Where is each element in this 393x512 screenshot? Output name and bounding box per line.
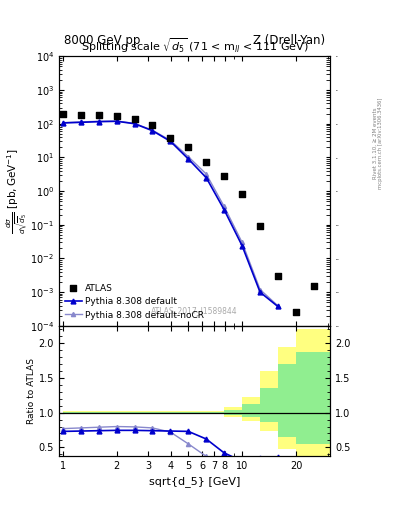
Pythia 8.308 default-noCR <box>61 119 65 125</box>
ATLAS <box>167 134 174 142</box>
Pythia 8.308 default-noCR <box>132 120 137 126</box>
Pythia 8.308 default <box>240 243 244 249</box>
ATLAS <box>275 272 281 280</box>
Pythia 8.308 default <box>222 207 226 213</box>
Y-axis label: $\frac{d\sigma}{d\sqrt{\overline{d}_5}}\ \mathrm{[pb,GeV^{-1}]}$: $\frac{d\sigma}{d\sqrt{\overline{d}_5}}\… <box>4 148 29 234</box>
Pythia 8.308 default <box>114 118 119 124</box>
Pythia 8.308 default-noCR <box>275 303 280 309</box>
Pythia 8.308 default-noCR <box>96 118 101 124</box>
Pythia 8.308 default <box>186 156 191 162</box>
ATLAS <box>60 110 66 118</box>
Pythia 8.308 default <box>275 303 280 309</box>
ATLAS <box>239 190 245 199</box>
Pythia 8.308 default-noCR <box>258 286 263 292</box>
Pythia 8.308 default <box>61 120 65 126</box>
ATLAS <box>114 112 120 120</box>
Text: 8000 GeV pp: 8000 GeV pp <box>64 34 141 47</box>
Text: mcplots.cern.ch [arXiv:1306.3436]: mcplots.cern.ch [arXiv:1306.3436] <box>378 98 383 189</box>
ATLAS <box>203 158 209 166</box>
Line: Pythia 8.308 default: Pythia 8.308 default <box>61 119 280 309</box>
Pythia 8.308 default-noCR <box>114 118 119 124</box>
Legend: ATLAS, Pythia 8.308 default, Pythia 8.308 default-noCR: ATLAS, Pythia 8.308 default, Pythia 8.30… <box>63 282 206 322</box>
ATLAS <box>95 111 102 119</box>
Y-axis label: Ratio to ATLAS: Ratio to ATLAS <box>27 358 36 424</box>
Pythia 8.308 default-noCR <box>204 171 209 177</box>
X-axis label: sqrt{d_5} [GeV]: sqrt{d_5} [GeV] <box>149 476 240 487</box>
Pythia 8.308 default <box>79 119 83 125</box>
Pythia 8.308 default-noCR <box>150 127 155 133</box>
Pythia 8.308 default <box>204 175 209 181</box>
Pythia 8.308 default <box>132 121 137 127</box>
Text: ATLAS_2017_I1589844: ATLAS_2017_I1589844 <box>151 306 238 315</box>
ATLAS <box>149 121 156 129</box>
ATLAS <box>257 222 263 230</box>
ATLAS <box>310 282 317 290</box>
Pythia 8.308 default-noCR <box>222 203 226 209</box>
Pythia 8.308 default-noCR <box>168 137 173 143</box>
Pythia 8.308 default <box>150 127 155 134</box>
ATLAS <box>131 115 138 123</box>
ATLAS <box>78 111 84 119</box>
Text: Z (Drell-Yan): Z (Drell-Yan) <box>253 34 325 47</box>
Pythia 8.308 default <box>258 289 263 295</box>
Title: Splitting scale $\sqrt{d_5}$ (71 < m$_{ll}$ < 111 GeV): Splitting scale $\sqrt{d_5}$ (71 < m$_{l… <box>81 36 309 55</box>
Pythia 8.308 default-noCR <box>240 239 244 245</box>
Pythia 8.308 default <box>96 119 101 125</box>
Pythia 8.308 default-noCR <box>79 119 83 125</box>
ATLAS <box>221 172 227 180</box>
ATLAS <box>185 143 191 152</box>
Pythia 8.308 default-noCR <box>186 154 191 160</box>
Text: Rivet 3.1.10, ≥ 2M events: Rivet 3.1.10, ≥ 2M events <box>373 108 378 179</box>
ATLAS <box>293 308 299 316</box>
Pythia 8.308 default <box>168 138 173 144</box>
Line: Pythia 8.308 default-noCR: Pythia 8.308 default-noCR <box>61 119 280 308</box>
